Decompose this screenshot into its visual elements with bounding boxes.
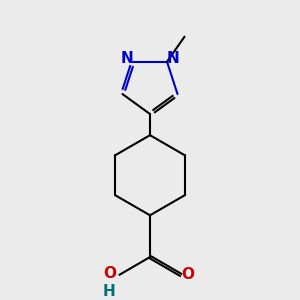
Text: O: O <box>103 266 116 281</box>
Text: N: N <box>121 51 134 66</box>
Text: N: N <box>166 51 179 66</box>
Text: H: H <box>103 284 116 299</box>
Text: O: O <box>181 267 194 282</box>
